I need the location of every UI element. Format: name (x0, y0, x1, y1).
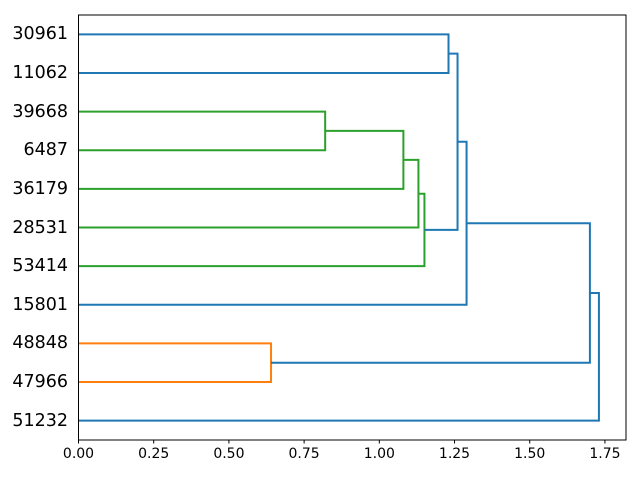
leaf-label: 30961 (12, 24, 68, 45)
leaf-label: 39668 (12, 101, 68, 122)
dendrogram-link (78, 158, 420, 229)
x-tick-label: 0.75 (288, 446, 320, 462)
leaf-label: 47966 (12, 372, 68, 393)
dendrogram-link (78, 140, 468, 306)
x-tick-label: 0.25 (138, 446, 170, 462)
leaf-label: 48848 (12, 333, 68, 354)
dendrogram-link (424, 52, 459, 231)
x-tick-label: 1.25 (438, 446, 471, 462)
dendrogram-link (78, 192, 426, 268)
plot-border (78, 14, 627, 441)
dendrogram-link (271, 222, 591, 364)
dendrogram-link (78, 292, 600, 422)
dendrogram-link (78, 110, 327, 152)
x-tick-label: 1.00 (363, 446, 395, 462)
leaf-label: 6487 (23, 140, 68, 161)
x-tick-label: 1.75 (589, 446, 621, 462)
dendrogram-link (78, 342, 273, 384)
leaf-label: 51232 (12, 410, 68, 431)
leaf-label: 15801 (12, 294, 68, 315)
x-tick-label: 0.00 (62, 446, 95, 462)
dendrogram-link (78, 33, 450, 74)
leaf-label: 53414 (12, 256, 68, 277)
leaf-label: 36179 (12, 178, 68, 199)
leaf-label: 28531 (12, 217, 68, 238)
leaf-label: 11062 (12, 62, 68, 83)
dendrogram-link (78, 129, 405, 190)
x-tick-label: 0.50 (213, 446, 245, 462)
x-tick-label: 1.50 (514, 446, 546, 462)
